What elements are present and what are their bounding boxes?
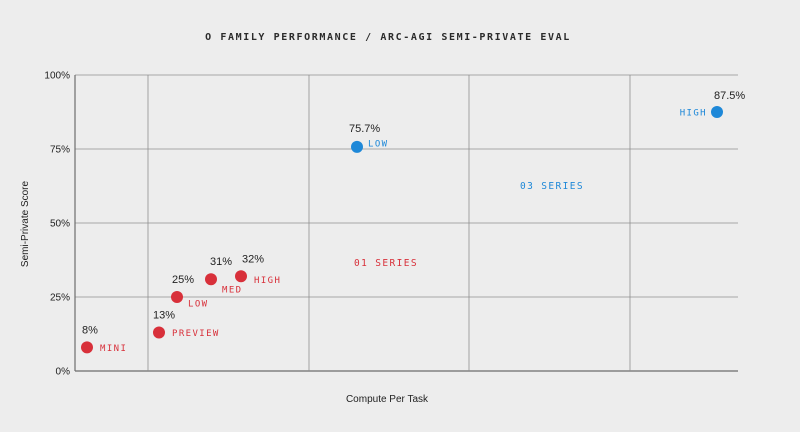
data-point bbox=[351, 140, 363, 153]
x-axis-label: Compute Per Task bbox=[346, 394, 429, 405]
chart-title: O FAMILY PERFORMANCE / ARC-AGI SEMI-PRIV… bbox=[205, 32, 571, 43]
data-point bbox=[205, 273, 217, 286]
data-value-label: 13% bbox=[153, 310, 175, 322]
y-tick-label: 25% bbox=[50, 293, 70, 304]
series-group: 8%MINI13%PREVIEW25%LOW31%MED32%HIGH75.7%… bbox=[81, 90, 745, 354]
data-value-label: 75.7% bbox=[349, 123, 380, 135]
data-point bbox=[711, 106, 723, 118]
data-point bbox=[235, 270, 247, 283]
data-point bbox=[171, 291, 183, 303]
series-1: 75.7% LOW 87.5% HIGH bbox=[349, 90, 745, 153]
y-axis-label: Semi-Private Score bbox=[20, 180, 31, 267]
y-tick-label: 0% bbox=[56, 367, 71, 378]
data-value-label: 25% bbox=[172, 274, 194, 286]
grid bbox=[74, 74, 738, 372]
data-value-label: 32% bbox=[242, 253, 264, 265]
data-point-label: LOW bbox=[188, 300, 208, 310]
series-label-o1: 01 SERIES bbox=[354, 258, 418, 269]
data-point-label: HIGH bbox=[254, 276, 281, 286]
series-label-o3: 03 SERIES bbox=[520, 181, 584, 192]
y-tick-label: 50% bbox=[50, 219, 70, 230]
y-tick-label: 100% bbox=[44, 71, 70, 82]
data-point-label: MED bbox=[222, 286, 242, 296]
series-0: 8%MINI 13% PREVIEW 25% LOW 31% MED 32% HIGH bbox=[81, 253, 281, 354]
y-tick-label: 75% bbox=[50, 145, 70, 156]
data-point bbox=[81, 341, 93, 354]
data-value-label: 8% bbox=[82, 324, 98, 336]
data-point-label: HIGH bbox=[680, 109, 707, 119]
y-axis-ticks: 0% 25% 50% 75% 100% bbox=[44, 71, 70, 378]
data-point-label: MINI bbox=[100, 344, 127, 354]
data-point bbox=[153, 326, 165, 339]
data-point-label: LOW bbox=[368, 139, 388, 149]
data-value-label: 31% bbox=[210, 256, 232, 268]
data-point-label: PREVIEW bbox=[172, 329, 220, 339]
data-value-label: 87.5% bbox=[714, 90, 745, 102]
